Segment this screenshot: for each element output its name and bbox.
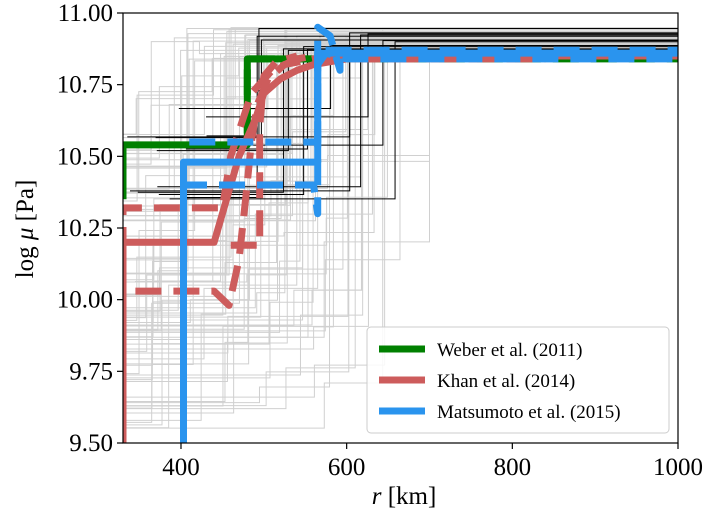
x-axis-label: r [km]: [372, 483, 437, 510]
legend-label-0: Weber et al. (2011): [437, 340, 582, 361]
y-axis-ticks: 9.50 9.75 10.00 10.25 10.50 10.75 11.00: [57, 0, 123, 457]
x-axis-label-italic: r: [372, 483, 382, 510]
series-1-dashed2-line: [135, 55, 430, 309]
ensemble-model-line: [123, 34, 678, 332]
x-tick-label: 800: [494, 454, 532, 481]
series-1-dashed3-line: [230, 52, 298, 249]
y-axis-label-italic: μ: [12, 228, 39, 242]
y-tick-label: 10.50: [57, 143, 113, 170]
ensemble-best-fit-line: [147, 40, 678, 146]
series-2: [180, 23, 678, 443]
legend-label-1: Khan et al. (2014): [437, 371, 575, 392]
legend-label-2: Matsumoto et al. (2015): [437, 402, 621, 423]
y-tick-label: 10.75: [57, 72, 113, 99]
ensemble-model-line: [123, 33, 678, 331]
y-tick-label: 10.25: [57, 215, 113, 242]
ensemble-model-line: [123, 33, 678, 167]
y-axis-label: log μ [Pa]: [12, 180, 39, 279]
ensemble-model-line: [123, 37, 678, 281]
series-layer: [123, 23, 678, 443]
ensemble-best-fit-line: [206, 33, 678, 118]
x-tick-label: 600: [328, 454, 366, 481]
legend: Weber et al. (2011) Khan et al. (2014) Mat…: [366, 326, 670, 434]
legend-box: [366, 326, 670, 434]
ensemble-model-line: [123, 43, 678, 381]
y-axis-label-rest: [Pa]: [12, 180, 39, 228]
ensemble-model-line: [123, 42, 678, 333]
x-axis-ticks: 400 600 800 1000: [162, 443, 703, 481]
ensemble-model-line: [123, 27, 678, 429]
ensemble-best-fit-line: [169, 41, 678, 200]
y-tick-label: 10.00: [57, 287, 113, 314]
ensemble-model-line: [123, 40, 678, 409]
series-2-dashed3-line: [314, 23, 344, 105]
x-tick-label: 400: [162, 454, 200, 481]
ensemble-model-line: [123, 28, 678, 135]
y-tick-label: 9.50: [69, 430, 113, 457]
x-tick-label: 1000: [653, 454, 703, 481]
y-axis-label-pre: log: [12, 240, 39, 278]
ensemble-model-line: [123, 29, 678, 327]
ensemble-model-line: [123, 38, 678, 275]
ensemble-model-line: [123, 49, 678, 324]
y-tick-label: 11.00: [58, 0, 113, 27]
x-axis-label-rest: [km]: [381, 483, 436, 510]
ensemble-best-fit-line: [178, 45, 678, 110]
ensemble-model-line: [123, 29, 678, 314]
y-tick-label: 9.75: [69, 358, 113, 385]
